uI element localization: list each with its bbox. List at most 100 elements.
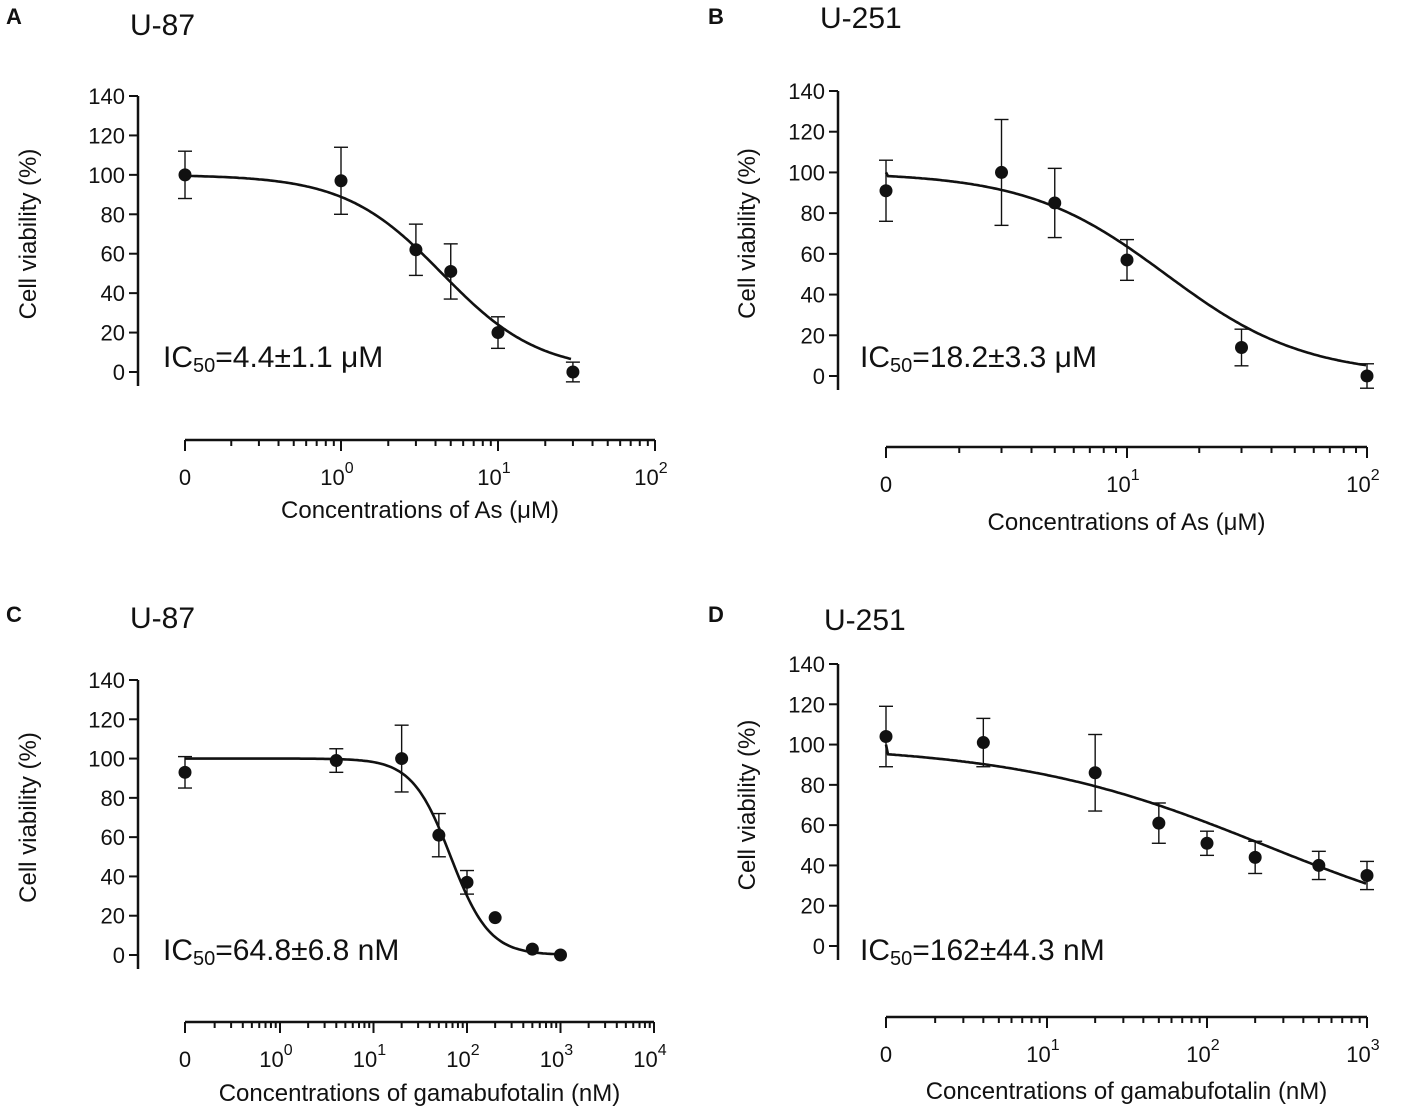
y-tick-label: 40 <box>101 864 125 889</box>
x-tick-label: 0 <box>880 472 892 497</box>
y-axis-title: Cell viability (%) <box>734 720 761 891</box>
y-tick-label: 140 <box>88 84 125 109</box>
data-point <box>178 765 192 779</box>
y-tick-label: 120 <box>788 120 825 145</box>
y-axis-title: Cell viability (%) <box>15 732 42 903</box>
ic50-annotation: IC50=18.2±3.3 μM <box>860 341 1097 377</box>
x-tick-label: 0 <box>179 1047 191 1072</box>
y-tick-label: 120 <box>88 707 125 732</box>
data-point <box>178 168 192 182</box>
y-tick-label: 40 <box>101 281 125 306</box>
x-tick-label: 100 <box>320 460 353 490</box>
data-point <box>1312 858 1326 872</box>
panel-letter: A <box>6 4 22 29</box>
fit-curve <box>184 173 572 361</box>
y-tick-label: 140 <box>788 79 825 104</box>
x-tick-label: 101 <box>1106 467 1139 497</box>
data-point <box>488 911 502 925</box>
chart-title: U-251 <box>820 2 902 35</box>
x-tick-label: 103 <box>1346 1037 1379 1067</box>
y-tick-label: 20 <box>101 321 125 346</box>
chart-title: U-87 <box>130 602 195 635</box>
data-point <box>554 948 567 962</box>
x-axis-title: Concentrations of gamabufotalin (nM) <box>926 1078 1328 1105</box>
data-point <box>1152 816 1166 830</box>
data-point <box>1088 766 1102 780</box>
y-tick-label: 0 <box>113 360 125 385</box>
x-tick-label: 101 <box>353 1042 386 1072</box>
x-tick-label: 102 <box>634 460 667 490</box>
x-axis-title: Concentrations of As (μM) <box>988 509 1266 536</box>
x-tick-label: 0 <box>179 465 191 490</box>
x-tick-label: 102 <box>1186 1037 1219 1067</box>
data-point <box>444 264 458 278</box>
ic50-annotation: IC50=64.8±6.8 nM <box>163 934 399 970</box>
y-tick-label: 80 <box>101 786 125 811</box>
fit-curve <box>185 757 560 956</box>
panel-c: C U-87 0 20 40 60 80 100 120 140 Cell viability (%… <box>6 602 667 1107</box>
data-point <box>1360 869 1374 882</box>
data-point <box>395 752 409 766</box>
y-tick-label: 100 <box>88 747 125 772</box>
y-tick-label: 80 <box>101 202 125 227</box>
data-point <box>976 736 990 750</box>
x-tick-label: 103 <box>540 1042 573 1072</box>
fit-curve <box>884 171 1367 367</box>
data-point <box>566 365 580 379</box>
y-tick-label: 60 <box>801 242 825 267</box>
chart-title: U-251 <box>824 604 906 637</box>
panel-letter: B <box>708 4 724 29</box>
data-point <box>1120 253 1134 267</box>
y-axis-title: Cell viability (%) <box>15 149 42 320</box>
data-point <box>1048 196 1062 210</box>
fit-curve <box>884 744 1367 885</box>
panel-letter: D <box>708 602 724 627</box>
ic50-annotation: IC50=4.4±1.1 μM <box>163 341 383 377</box>
y-tick-label: 80 <box>801 773 825 798</box>
data-point <box>409 243 423 257</box>
panel-letter: C <box>6 602 22 627</box>
y-tick-label: 80 <box>801 201 825 226</box>
y-tick-label: 140 <box>88 668 125 693</box>
data-point <box>525 942 539 956</box>
y-tick-label: 0 <box>113 943 125 968</box>
y-tick-label: 60 <box>101 825 125 850</box>
data-point <box>879 184 893 198</box>
data-point <box>329 754 343 768</box>
x-tick-label: 104 <box>633 1042 666 1072</box>
x-tick-label: 101 <box>477 460 510 490</box>
y-tick-label: 140 <box>788 652 825 677</box>
y-tick-label: 20 <box>101 904 125 929</box>
data-point <box>432 828 446 842</box>
x-tick-label: 101 <box>1026 1037 1059 1067</box>
y-tick-label: 120 <box>788 692 825 717</box>
y-tick-label: 40 <box>801 283 825 308</box>
y-tick-label: 100 <box>88 163 125 188</box>
y-tick-label: 120 <box>88 123 125 148</box>
y-tick-label: 0 <box>813 934 825 959</box>
data-point <box>1200 836 1214 850</box>
data-point <box>460 875 474 889</box>
x-axis-title: Concentrations of gamabufotalin (nM) <box>219 1080 621 1107</box>
y-tick-label: 20 <box>801 323 825 348</box>
data-point <box>879 730 893 744</box>
y-tick-label: 60 <box>101 242 125 267</box>
y-tick-label: 40 <box>801 853 825 878</box>
y-tick-label: 100 <box>788 733 825 758</box>
chart-title: U-87 <box>130 9 195 42</box>
y-tick-label: 60 <box>801 813 825 838</box>
panel-a: A U-87 0 20 40 60 80 100 120 140 Cell viability (%… <box>6 4 668 524</box>
y-axis-title: Cell viability (%) <box>734 148 761 319</box>
x-tick-label: 100 <box>259 1042 292 1072</box>
panel-b: B U-251 0 20 40 60 80 100 120 140 Cell viability (… <box>708 2 1380 536</box>
ic50-annotation: IC50=162±44.3 nM <box>860 934 1105 970</box>
data-point <box>334 174 348 188</box>
x-axis-title: Concentrations of As (μM) <box>281 497 559 524</box>
data-point <box>1235 341 1249 354</box>
data-point <box>1248 850 1262 864</box>
data-point <box>1360 369 1374 383</box>
data-point <box>491 326 505 340</box>
y-tick-label: 0 <box>813 364 825 389</box>
